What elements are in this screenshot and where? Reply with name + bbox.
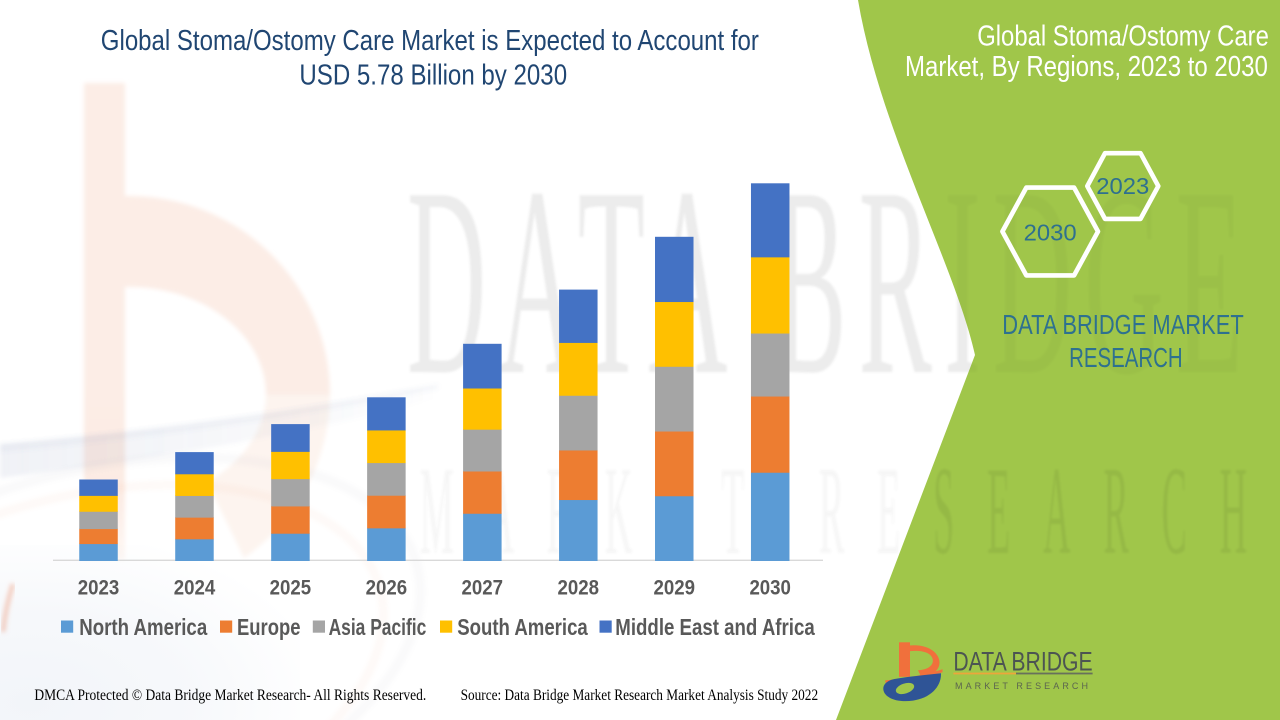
- svg-text:MARKET RESEARCH: MARKET RESEARCH: [955, 681, 1088, 691]
- svg-text:DATA BRIDGE: DATA BRIDGE: [953, 646, 1092, 676]
- svg-text:2023: 2023: [1096, 173, 1149, 199]
- svg-text:Source: Data Bridge Market Res: Source: Data Bridge Market Research Mark…: [461, 687, 818, 704]
- svg-text:Middle East and Africa: Middle East and Africa: [615, 614, 815, 640]
- svg-text:Asia Pacific: Asia Pacific: [329, 614, 427, 640]
- svg-text:RESEARCH: RESEARCH: [1069, 342, 1183, 373]
- svg-text:2028: 2028: [558, 576, 600, 600]
- svg-text:Europe: Europe: [237, 614, 301, 640]
- svg-text:2029: 2029: [654, 576, 696, 600]
- svg-text:2024: 2024: [174, 576, 216, 600]
- svg-text:2030: 2030: [749, 576, 791, 600]
- svg-text:Global Stoma/Ostomy Care: Global Stoma/Ostomy Care: [977, 21, 1269, 53]
- svg-text:2026: 2026: [366, 576, 408, 600]
- svg-text:USD 5.78 Billion by 2030: USD 5.78 Billion by 2030: [299, 60, 567, 92]
- svg-text:2025: 2025: [270, 576, 312, 600]
- svg-text:Global Stoma/Ostomy Care Marke: Global Stoma/Ostomy Care Market is Expec…: [101, 25, 759, 57]
- svg-text:DATA BRIDGE MARKET: DATA BRIDGE MARKET: [1002, 309, 1243, 340]
- svg-text:DMCA Protected © Data Bridge M: DMCA Protected © Data Bridge Market Rese…: [34, 687, 426, 704]
- svg-text:North America: North America: [79, 614, 208, 640]
- svg-text:2023: 2023: [78, 576, 120, 600]
- svg-text:South America: South America: [457, 614, 588, 640]
- svg-text:Market, By Regions, 2023 to 20: Market, By Regions, 2023 to 2030: [905, 51, 1268, 83]
- svg-text:2027: 2027: [462, 576, 504, 600]
- svg-text:2030: 2030: [1024, 220, 1077, 246]
